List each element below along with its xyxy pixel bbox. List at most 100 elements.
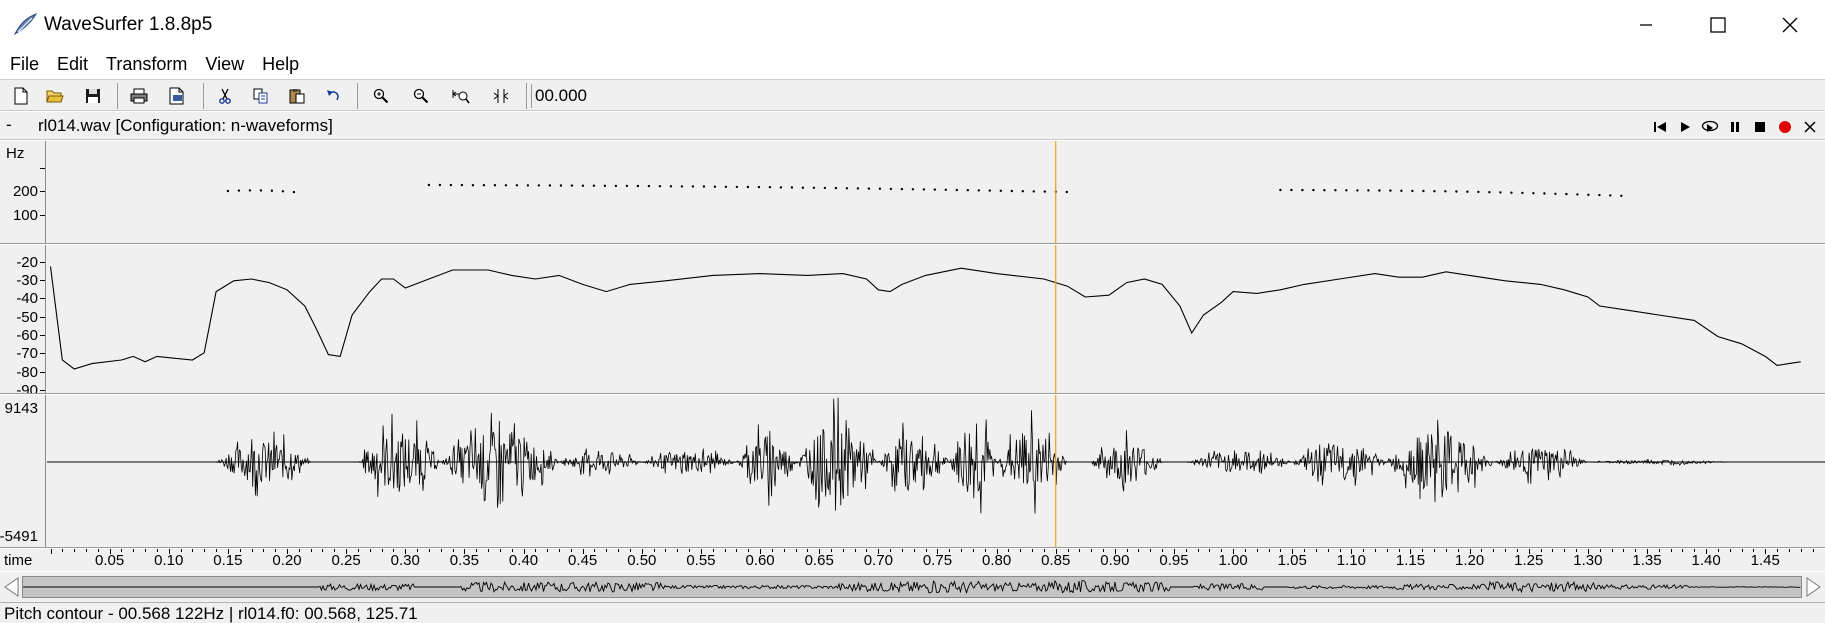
axis-tick [40, 353, 45, 354]
record-button[interactable] [1773, 117, 1796, 137]
time-tick-mark [1564, 549, 1566, 552]
time-tick-mark [121, 549, 123, 552]
skip-to-start-button[interactable] [1648, 117, 1671, 137]
waveform-plot[interactable] [47, 395, 1825, 547]
pitch-point [1301, 188, 1304, 192]
time-tick-mark [298, 549, 300, 552]
menu-view[interactable]: View [205, 53, 245, 74]
collapse-toggle[interactable]: - [6, 115, 12, 134]
save-button[interactable] [80, 84, 106, 108]
time-tick-mark [1682, 549, 1684, 552]
time-tick-mark [417, 549, 419, 552]
time-tick-mark [393, 549, 395, 552]
menu-transform[interactable]: Transform [106, 53, 188, 74]
time-axis-name: time [4, 552, 33, 569]
pitch-point [427, 183, 431, 187]
time-tick-mark [807, 549, 809, 552]
paste-button[interactable] [284, 84, 310, 108]
maximize-icon [1710, 17, 1726, 33]
time-tick-mark [1765, 549, 1767, 554]
energy-line [49, 266, 1801, 370]
overview-waveform-graph [23, 579, 1801, 595]
title-bar: WaveSurfer 1.8.8p5 [0, 0, 1825, 50]
copy-button[interactable] [248, 84, 274, 108]
time-tick-mark [1694, 549, 1696, 552]
pitch-point [900, 187, 904, 191]
pitch-point [669, 185, 673, 188]
time-tick-label: 1.05 [1277, 552, 1307, 569]
time-tick-label: 1.30 [1573, 552, 1603, 569]
pitch-plot[interactable] [47, 141, 1825, 243]
menu-help[interactable]: Help [262, 53, 300, 74]
time-tick-mark [653, 549, 655, 552]
close-window-button[interactable] [1754, 0, 1825, 50]
pitch-point [226, 189, 230, 193]
time-tick-label: 0.80 [981, 552, 1012, 569]
time-tick-mark [192, 549, 194, 552]
menu-file[interactable]: File [10, 53, 40, 74]
time-tick-mark [464, 549, 466, 554]
play-button[interactable] [1673, 117, 1696, 137]
energy-plot[interactable] [47, 245, 1825, 393]
energy-tick-label: -20 [16, 254, 38, 271]
overview-line [23, 579, 1801, 595]
time-tick-mark [1032, 549, 1034, 552]
time-tick-mark [1528, 549, 1530, 554]
open-button[interactable] [42, 84, 68, 108]
pitch-point [237, 189, 241, 192]
pitch-point [1389, 189, 1392, 192]
stop-button[interactable] [1748, 117, 1771, 137]
pitch-point [724, 185, 728, 188]
time-tick-mark [499, 549, 501, 552]
time-tick-mark [85, 549, 87, 552]
pitch-point [691, 185, 695, 188]
time-tick-label: 0.85 [1041, 552, 1071, 569]
pitch-point [1367, 189, 1370, 192]
pitch-point [1455, 190, 1458, 193]
minimize-button[interactable] [1610, 0, 1682, 50]
time-tick-mark [712, 549, 714, 552]
print-button[interactable] [126, 84, 152, 108]
time-tick-mark [1103, 549, 1104, 552]
new-file-button[interactable] [8, 84, 34, 108]
zoom-in-icon [373, 88, 389, 104]
pitch-point [1444, 190, 1447, 193]
close-icon [1782, 17, 1798, 33]
pause-button[interactable] [1723, 117, 1746, 137]
time-tick-label: 0.10 [154, 552, 184, 569]
zoom-in-button[interactable] [368, 84, 394, 108]
cut-button[interactable] [212, 84, 238, 108]
time-tick-mark [1327, 549, 1329, 552]
pitch-point [823, 186, 827, 190]
time-tick-label: 0.90 [1100, 552, 1130, 569]
close-sound-button[interactable] [1798, 117, 1821, 137]
time-tick-mark [547, 549, 549, 552]
zoom-all-button[interactable] [488, 84, 514, 108]
time-tick-mark [1067, 549, 1069, 552]
time-tick-mark [322, 549, 324, 552]
time-tick-label: 1.00 [1218, 552, 1248, 569]
maximize-button[interactable] [1682, 0, 1754, 50]
axis-tick [40, 215, 45, 216]
time-tick-mark [1576, 549, 1578, 552]
scroll-left-icon[interactable] [2, 576, 22, 598]
zoom-out-button[interactable] [408, 84, 434, 108]
menu-bar: File Edit Transform View Help [0, 50, 1825, 78]
energy-tick-label: -90 [16, 382, 38, 394]
pitch-point [570, 184, 574, 187]
axis-tick [40, 280, 45, 281]
menu-edit[interactable]: Edit [57, 53, 89, 74]
print-setup-button[interactable] [164, 84, 190, 108]
scroll-right-icon[interactable] [1803, 576, 1823, 598]
time-tick-mark [1741, 549, 1743, 552]
pitch-point [955, 188, 958, 192]
zoom-to-selection-button[interactable] [448, 84, 474, 108]
overview-waveform[interactable] [22, 576, 1802, 598]
time-tick-mark [1445, 549, 1447, 552]
time-tick-mark [168, 549, 170, 554]
play-loop-button[interactable] [1698, 117, 1721, 137]
pitch-point [1345, 189, 1348, 192]
undo-button[interactable] [320, 84, 346, 108]
time-tick-mark [1079, 549, 1081, 552]
time-tick-mark [133, 549, 135, 552]
